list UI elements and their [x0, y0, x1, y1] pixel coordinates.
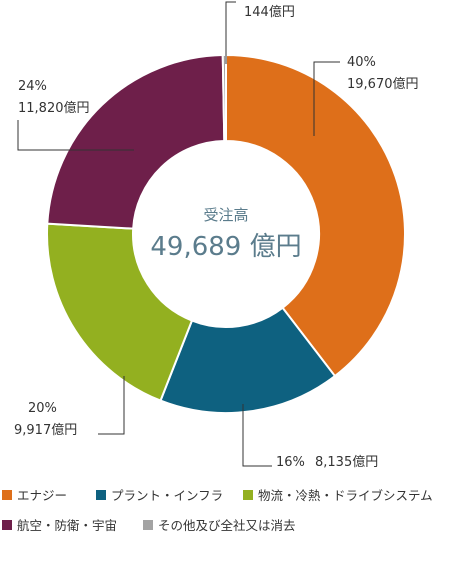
- slice-plant-infra: [159, 306, 337, 414]
- label-energy-amount: 19,670億円: [347, 76, 419, 92]
- legend-swatch-other: [143, 520, 153, 530]
- legend: エナジー プラント・インフラ 物流・冷熱・ドライブシステム 航空・防衛・宇宙 そ…: [2, 488, 433, 533]
- legend-label-aero: 航空・防衛・宇宙: [17, 518, 117, 533]
- leader-lines: [17, 1, 340, 467]
- slice-logistics: [46, 222, 194, 402]
- donut-slices: [46, 53, 406, 414]
- legend-swatch-energy: [2, 490, 12, 500]
- label-aero-percent: 24%: [18, 79, 47, 94]
- slice-other: [221, 53, 227, 143]
- legend-label-energy: エナジー: [17, 488, 67, 503]
- leader-logistics: [98, 376, 125, 435]
- leader-aero: [17, 120, 134, 151]
- slice-energy: [225, 53, 406, 378]
- label-plant-amount: 8,135億円: [315, 454, 378, 470]
- label-aero-amount: 11,820億円: [18, 100, 90, 116]
- leader-plant: [242, 404, 272, 467]
- legend-swatch-aero: [2, 520, 12, 530]
- legend-swatch-logistics: [243, 490, 253, 500]
- center-value: 49,689 億円: [150, 232, 301, 262]
- center-label: 受注高: [203, 206, 248, 224]
- label-energy-percent: 40%: [347, 55, 376, 70]
- label-logistics-percent: 20%: [28, 401, 57, 416]
- label-other-amount: 144億円: [244, 4, 295, 20]
- legend-label-logistics: 物流・冷熱・ドライブシステム: [258, 488, 433, 503]
- legend-label-other: その他及び全社又は消去: [158, 518, 296, 533]
- leader-energy: [313, 61, 340, 136]
- label-logistics-amount: 9,917億円: [14, 422, 77, 438]
- slice-aero: [46, 54, 226, 230]
- legend-label-plant: プラント・インフラ: [111, 488, 223, 503]
- leader-other: [225, 1, 236, 64]
- legend-swatch-plant: [96, 490, 106, 500]
- label-plant-percent: 16%: [276, 455, 305, 470]
